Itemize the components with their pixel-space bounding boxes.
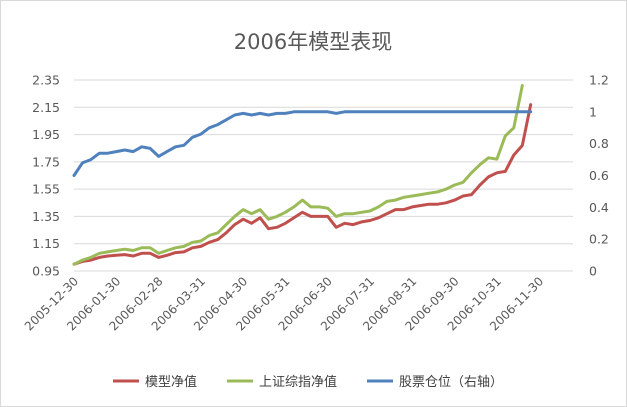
- left-axis-tick-label: 2.35: [32, 73, 60, 88]
- legend-label: 上证综指净值: [259, 374, 337, 390]
- right-axis-tick-label: 0.6: [589, 168, 609, 183]
- right-axis-tick-label: 1.2: [589, 73, 609, 88]
- right-axis-tick-label: 1: [589, 104, 597, 119]
- series-lines: [72, 84, 533, 266]
- left-axis-tick-label: 1.15: [32, 236, 60, 251]
- series-line: [72, 84, 524, 266]
- right-axis-tick-label: 0: [589, 264, 597, 279]
- legend-label: 股票仓位（右轴）: [399, 375, 503, 390]
- left-axis-tick-label: 1.35: [32, 209, 60, 224]
- series-line: [72, 103, 533, 266]
- legend-label: 模型净值: [145, 374, 197, 390]
- right-axis-tick-label: 0.4: [589, 200, 609, 215]
- right-axis-tick-label: 0.2: [589, 232, 609, 247]
- left-axis-tick-label: 1.55: [32, 182, 60, 197]
- left-axis-tick-label: 2.15: [32, 100, 60, 115]
- right-axis-tick-label: 0.8: [589, 136, 609, 151]
- legend: 模型净值 上证综指净值 股票仓位（右轴）: [113, 374, 503, 390]
- left-axis-tick-label: 1.75: [32, 154, 60, 169]
- left-axis-tick-label: 1.95: [32, 127, 60, 142]
- chart-title: 2006年模型表现: [234, 30, 392, 54]
- left-axis-tick-label: 0.95: [32, 264, 60, 279]
- series-line: [72, 110, 533, 177]
- right-axis-ticks: 0 0.2 0.4 0.6 0.8 1 1.2: [589, 73, 609, 279]
- left-axis-ticks: 0.95 1.15 1.35 1.55 1.75 1.95 2.15 2.35: [32, 73, 60, 279]
